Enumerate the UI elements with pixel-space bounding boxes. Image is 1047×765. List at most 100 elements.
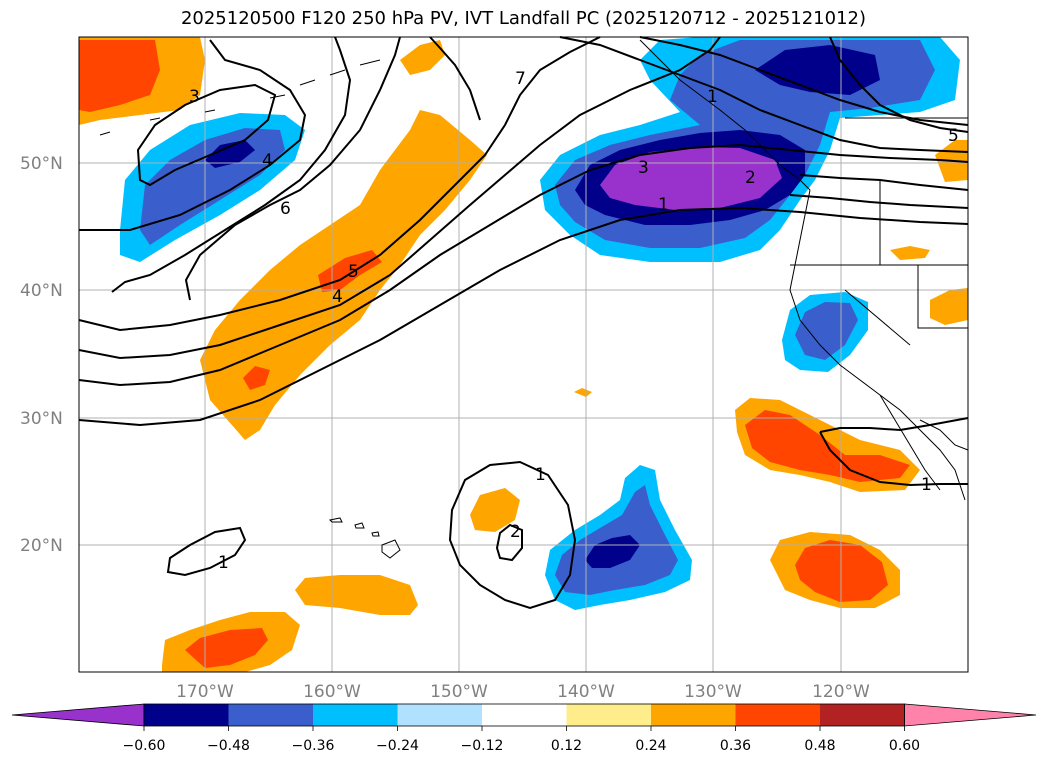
- contour-label: 3: [189, 87, 200, 107]
- hawaii-2: [354, 522, 365, 529]
- west-coast: [789, 189, 966, 501]
- contour-5: [78, 143, 969, 387]
- coastlines: [639, 39, 969, 501]
- state-line-3: [917, 265, 968, 329]
- lat-label-40n: 40°N: [20, 281, 63, 301]
- contour-label: 5: [948, 126, 959, 146]
- shade-central-red-2: [243, 366, 270, 390]
- contour-c-outer: [448, 460, 577, 610]
- lon-label-160w: 160°W: [303, 682, 361, 702]
- lon-label-120w: 120°W: [812, 682, 870, 702]
- contour-ne-c: [829, 36, 969, 133]
- colorbar-segment: [144, 704, 229, 726]
- shade-top-orange: [400, 40, 445, 75]
- colorbar-extend-min: [11, 703, 145, 727]
- lon-labels: 170°W 160°W 150°W 140°W 130°W 120°W: [176, 682, 870, 702]
- shade-right-orange-3: [930, 288, 968, 325]
- colorbar-tick-label: 0.12: [551, 738, 582, 754]
- alaska-bc-coast: [639, 39, 811, 191]
- lon-label-150w: 150°W: [430, 682, 488, 702]
- map-frame: [78, 36, 969, 673]
- colorbar-segment: [482, 704, 567, 726]
- contour-label: 4: [332, 287, 343, 307]
- contour-label: 1: [535, 465, 546, 485]
- colorbar-tick-label: −0.48: [207, 738, 250, 754]
- colorbar-tick-label: 0.36: [720, 738, 751, 754]
- contour-label: 3: [638, 158, 649, 178]
- contour-6: [111, 36, 352, 293]
- contour-label: 5: [348, 262, 359, 282]
- contour-label: 1: [707, 87, 718, 107]
- shade-ne-darkblue-top: [755, 45, 880, 95]
- contour-label: 1: [658, 195, 669, 215]
- colorbar-tick-label: 0.60: [889, 738, 920, 754]
- contour-mid-upper: [429, 36, 481, 121]
- colorbar-tick-label: −0.24: [376, 738, 419, 754]
- contour-baja-1: [819, 417, 969, 433]
- lat-labels: 50°N 40°N 30°N 20°N: [20, 154, 63, 556]
- shade-s-orange: [295, 575, 418, 615]
- graticule: [79, 37, 968, 672]
- pv-contours: [78, 36, 969, 610]
- contour-nw-outer: [79, 39, 307, 231]
- contour-label: 2: [745, 168, 756, 188]
- colorbar-tick-label: −0.36: [292, 738, 335, 754]
- baja-west: [879, 394, 941, 491]
- figure-title: 2025120500 F120 250 hPa PV, IVT Landfall…: [180, 8, 867, 29]
- colorbar-segment: [735, 704, 820, 726]
- shade-c-orange: [470, 488, 520, 532]
- lat-label-20n: 20°N: [20, 536, 63, 556]
- shade-nw-darkblue: [205, 140, 255, 168]
- colorbar-ticks: [143, 726, 905, 731]
- hawaii-4: [381, 539, 401, 559]
- shade-nw-red: [79, 40, 160, 112]
- lon-label-170w: 170°W: [176, 682, 234, 702]
- lat-label-30n: 30°N: [20, 409, 63, 429]
- shade-small-orange: [574, 388, 592, 397]
- colorbar-segment: [397, 704, 482, 726]
- colorbar-outline: [143, 703, 905, 727]
- contour-right-3: [789, 194, 969, 209]
- contour-c-inner: [495, 523, 523, 562]
- contour-4a: [78, 36, 601, 332]
- contour-nw-3: [136, 83, 277, 187]
- contour-4b: [78, 36, 721, 360]
- contour-label: 2: [510, 522, 521, 542]
- contour-labels: 3 4 6 5 4 7 1 3 2 1 5 1 1 2 1: [189, 69, 959, 573]
- shade-cs-darkblue: [585, 535, 640, 568]
- contour-ne-a: [559, 36, 969, 153]
- contour-right-2: [799, 174, 969, 191]
- colorbar-segment: [820, 704, 905, 726]
- shade-right-orange-2: [890, 246, 930, 260]
- contour-baja-2: [819, 431, 968, 487]
- colorbar-segment: [313, 704, 398, 726]
- colorbar-tick-label: −0.12: [461, 738, 504, 754]
- shading-layer: [79, 37, 968, 672]
- aleutians: [99, 59, 381, 136]
- colorbar-segment: [566, 704, 651, 726]
- hawaii-1: [328, 517, 343, 523]
- contour-label: 6: [280, 199, 291, 219]
- colorbar-tick-label: −0.60: [123, 738, 166, 754]
- lon-label-140w: 140°W: [557, 682, 615, 702]
- hawaii-3: [371, 531, 380, 537]
- contour-1: [78, 206, 969, 427]
- colorbar-tick-label: 0.24: [635, 738, 666, 754]
- lon-label-130w: 130°W: [684, 682, 742, 702]
- colorbar-extend-max: [904, 703, 1037, 727]
- contour-label: 1: [218, 553, 229, 573]
- ca-nv-line: [844, 289, 911, 346]
- contour-7: [184, 36, 401, 301]
- contour-label: 1: [921, 475, 932, 495]
- lat-label-50n: 50°N: [20, 154, 63, 174]
- contour-label: 4: [262, 151, 273, 171]
- shade-sf-midblue: [795, 302, 858, 360]
- contour-sw-1: [166, 526, 247, 577]
- colorbar-segment: [651, 704, 736, 726]
- colorbar-segment: [228, 704, 313, 726]
- colorbar-tick-label: 0.48: [804, 738, 835, 754]
- shade-sw-red: [185, 628, 268, 668]
- islands: [99, 59, 401, 559]
- colorbar: −0.60 −0.48 −0.36 −0.24 −0.12 0.12 0.24 …: [11, 703, 1037, 754]
